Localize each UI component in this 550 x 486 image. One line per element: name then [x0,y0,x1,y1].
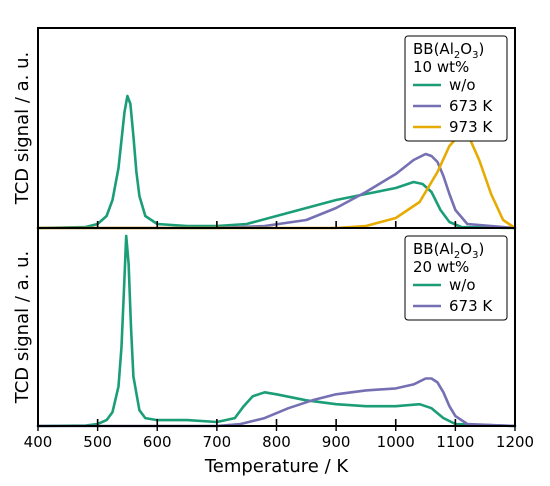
legend-title: BB(Al2O3) [413,40,484,61]
x-axis: 400 500 600 700 800 900 1000 1100 1200 [24,426,534,451]
series-line-w-o [36,234,517,428]
x-tick-label: 500 [83,433,112,451]
x-tick-label: 400 [24,433,53,451]
legend-bottom: BB(Al2O3)20 wt%w/o 673 K [404,235,508,321]
panel-bottom: TCD signal / a. u. BB(Al2O3)20 wt%w/o 673… [12,227,517,428]
legend-frame [404,235,508,321]
legend-entry: 673 K [449,297,493,315]
legend-subtitle: 20 wt% [413,258,469,276]
legend-subtitle: 10 wt% [413,58,469,76]
series-line-673-k [36,152,517,230]
legend-entry: 673 K [449,97,493,115]
legend-entry: 973 K [449,118,493,136]
legend-entry: w/o [449,276,476,294]
legend-entry: w/o [449,76,476,94]
panel-top: TCD signal / a. u. BB(Al2O3)10 wt%w/o 673… [12,27,517,230]
x-axis-label: Temperature / K [204,456,350,477]
y-axis-label-top: TCD signal / a. u. [12,52,33,205]
x-tick-label: 1100 [436,433,474,451]
series-layer-bottom [36,234,517,428]
legend-title: BB(Al2O3) [413,240,484,261]
x-tick-label: 1200 [496,433,534,451]
series-line-w-o [36,94,517,230]
x-tick-label: 1000 [377,433,415,451]
series-line-673-k [36,377,517,428]
legend-frame [404,35,508,142]
y-axis-label-bottom: TCD signal / a. u. [12,251,33,404]
x-tick-label: 800 [262,433,291,451]
x-tick-label: 600 [143,433,172,451]
legend-top: BB(Al2O3)10 wt%w/o 673 K 973 K [404,35,508,142]
x-tick-label: 700 [203,433,232,451]
x-tick-label: 900 [322,433,351,451]
